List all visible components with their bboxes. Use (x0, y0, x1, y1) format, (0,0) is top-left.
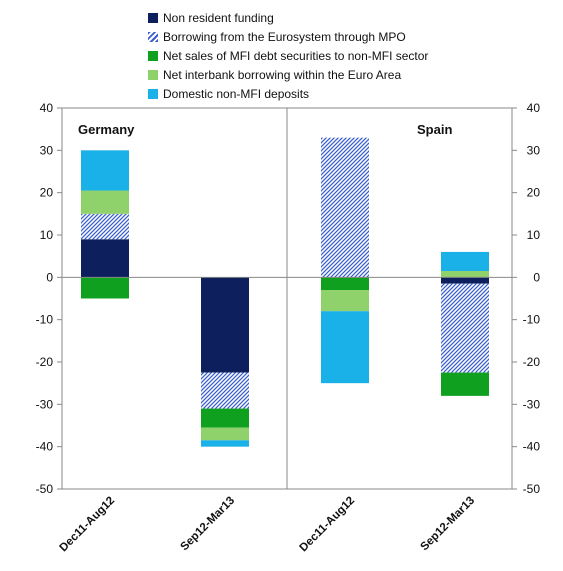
legend-label: Borrowing from the Eurosystem through MP… (163, 29, 406, 44)
y-tick-label: -20 (523, 355, 541, 369)
y-tick-label: 0 (533, 270, 540, 284)
legend-label: Net sales of MFI debt securities to non-… (163, 48, 429, 63)
x-tick-label: Sep12-Mar13 (178, 495, 237, 554)
legend-swatch (148, 50, 158, 61)
y-tick-label: -30 (36, 397, 54, 411)
legend-label: Net interbank borrowing within the Euro … (163, 68, 402, 83)
y-tick-label: -30 (523, 397, 541, 411)
bars-layer (81, 137, 489, 447)
bar-segment (201, 277, 249, 373)
y-tick-label: -10 (523, 313, 541, 327)
y-tick-label: 30 (40, 143, 54, 157)
bar-segment (441, 270, 489, 278)
bar-segment (441, 277, 489, 284)
y-tick-label: -50 (36, 482, 54, 496)
legend-label: Domestic non-MFI deposits (163, 87, 310, 102)
legend-label: Non resident funding (163, 10, 274, 25)
y-tick-label: -50 (523, 482, 541, 496)
legend-item: Domestic non-MFI deposits (148, 85, 428, 104)
y-tick-label: -40 (36, 440, 54, 454)
y-tick-label: 20 (40, 186, 54, 200)
bar-segment (81, 190, 129, 214)
bar-segment (81, 150, 129, 191)
x-tick-label: Dec11-Aug12 (58, 495, 118, 555)
legend-item: Non resident funding (148, 8, 428, 27)
bar-segment (81, 239, 129, 278)
y-tick-label: 10 (40, 228, 54, 242)
y-tick-label: -40 (523, 440, 541, 454)
bar-segment (441, 251, 489, 271)
legend-swatch (148, 70, 158, 81)
legend-swatch (148, 89, 158, 100)
y-tick-label: -20 (36, 355, 54, 369)
y-tick-label: 20 (527, 186, 541, 200)
legend-item: Net interbank borrowing within the Euro … (148, 66, 428, 85)
y-tick-label: 0 (46, 270, 53, 284)
bar-segment (81, 213, 129, 240)
panel-title-spain: Spain (417, 122, 452, 137)
bar-segment (81, 277, 129, 299)
legend-item: Borrowing from the Eurosystem through MP… (148, 27, 428, 46)
y-tick-label: 30 (527, 143, 541, 157)
y-tick-label: 40 (527, 101, 541, 115)
x-tick-label: Dec11-Aug12 (298, 495, 358, 555)
bar-segment (441, 372, 489, 396)
y-tick-label: 40 (40, 101, 54, 115)
bar-segment (321, 311, 369, 384)
panel-title-germany: Germany (78, 122, 135, 137)
bar-segment (321, 277, 369, 291)
legend: Non resident funding Borrowing from the … (148, 8, 428, 104)
bar-segment (201, 372, 249, 409)
bar-segment (321, 290, 369, 312)
bar-segment (441, 283, 489, 373)
bar-segment (201, 408, 249, 428)
y-tick-label: 10 (527, 228, 541, 242)
bar-segment (321, 137, 369, 278)
bar-segment (201, 440, 249, 447)
y-tick-label: -10 (36, 313, 54, 327)
legend-item: Net sales of MFI debt securities to non-… (148, 46, 428, 65)
legend-swatch (148, 12, 158, 23)
x-tick-label: Sep12-Mar13 (418, 495, 477, 554)
bar-segment (201, 427, 249, 441)
legend-swatch (148, 31, 158, 42)
